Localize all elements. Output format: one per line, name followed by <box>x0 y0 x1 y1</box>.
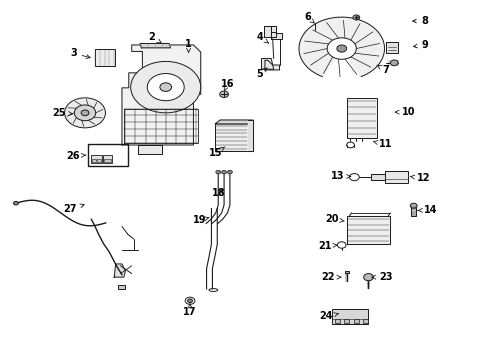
Circle shape <box>409 203 416 208</box>
Text: 14: 14 <box>417 205 436 215</box>
Polygon shape <box>140 44 170 48</box>
Bar <box>346 98 376 138</box>
Text: 9: 9 <box>413 40 427 50</box>
Bar <box>334 319 339 323</box>
Polygon shape <box>248 120 253 151</box>
Polygon shape <box>122 45 201 145</box>
Circle shape <box>227 170 232 174</box>
Circle shape <box>352 15 359 20</box>
Bar <box>88 144 127 166</box>
Circle shape <box>215 170 220 174</box>
Text: 18: 18 <box>212 188 225 198</box>
Text: 7: 7 <box>376 65 388 75</box>
Circle shape <box>336 45 346 52</box>
Text: 4: 4 <box>256 32 268 43</box>
Bar <box>123 109 198 143</box>
Polygon shape <box>346 216 389 244</box>
Circle shape <box>187 299 192 302</box>
Bar <box>384 171 407 183</box>
Text: 1: 1 <box>185 39 192 53</box>
Text: 6: 6 <box>304 13 314 23</box>
Text: 19: 19 <box>193 215 209 225</box>
Text: 3: 3 <box>70 48 90 58</box>
Bar <box>353 319 358 323</box>
Circle shape <box>160 83 171 91</box>
Polygon shape <box>264 26 276 37</box>
Text: 21: 21 <box>317 241 337 251</box>
Text: 8: 8 <box>412 16 427 26</box>
Polygon shape <box>261 59 273 69</box>
Bar <box>97 159 101 162</box>
Bar <box>363 319 367 323</box>
Bar <box>344 319 348 323</box>
Bar <box>385 42 397 53</box>
Circle shape <box>221 170 226 174</box>
Circle shape <box>389 60 397 66</box>
Circle shape <box>326 38 356 59</box>
Polygon shape <box>215 120 253 124</box>
Polygon shape <box>264 60 279 70</box>
Circle shape <box>81 110 89 116</box>
Bar <box>215 124 248 151</box>
Circle shape <box>14 202 19 205</box>
Polygon shape <box>114 264 125 277</box>
Circle shape <box>64 98 105 128</box>
Text: 16: 16 <box>220 78 234 91</box>
Bar <box>91 155 102 163</box>
Text: 2: 2 <box>148 32 161 43</box>
Bar <box>331 309 368 324</box>
Text: 17: 17 <box>183 304 196 317</box>
Bar <box>92 159 96 162</box>
Bar <box>370 174 384 180</box>
Polygon shape <box>137 145 162 154</box>
Text: 10: 10 <box>394 107 415 117</box>
Text: 27: 27 <box>63 204 84 214</box>
Text: 26: 26 <box>66 151 85 161</box>
Bar <box>344 271 348 273</box>
Text: 11: 11 <box>372 139 391 149</box>
Text: 22: 22 <box>321 272 340 282</box>
Bar <box>103 155 112 163</box>
Text: 12: 12 <box>410 173 429 183</box>
Text: 5: 5 <box>256 68 266 78</box>
Text: 24: 24 <box>319 311 338 321</box>
Text: 25: 25 <box>52 108 72 118</box>
Text: 23: 23 <box>371 272 391 282</box>
Bar <box>104 159 111 162</box>
Circle shape <box>219 91 228 98</box>
Bar <box>118 285 125 289</box>
Circle shape <box>363 274 372 281</box>
Circle shape <box>147 73 184 101</box>
Text: 20: 20 <box>325 214 344 224</box>
Text: 13: 13 <box>330 171 350 181</box>
Polygon shape <box>271 26 282 39</box>
Text: 15: 15 <box>208 147 224 158</box>
Circle shape <box>74 105 96 121</box>
Polygon shape <box>298 17 384 77</box>
Circle shape <box>130 62 201 113</box>
Bar <box>95 49 115 66</box>
Bar <box>410 206 415 216</box>
